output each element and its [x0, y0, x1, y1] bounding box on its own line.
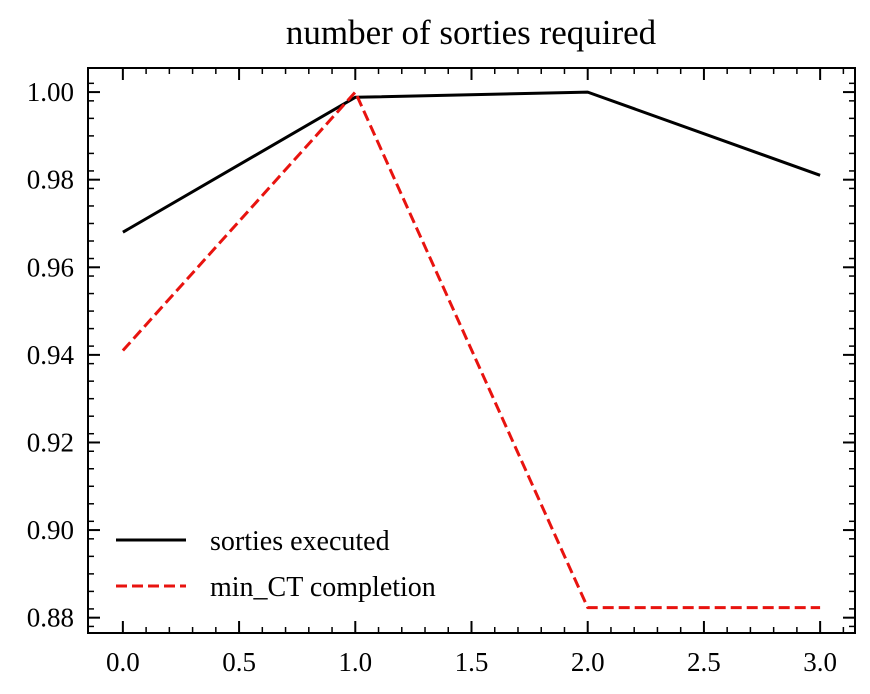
y-tick-label: 0.90 — [27, 515, 74, 545]
legend-label-sorties-executed: sorties executed — [210, 526, 390, 557]
legend-label-min-ct-completion: min_CT completion — [210, 572, 436, 603]
series-line-min-ct-completion — [121, 90, 821, 610]
y-tick-label: 0.98 — [27, 165, 74, 195]
chart-title: number of sorties required — [286, 13, 657, 52]
x-tick-label: 0.0 — [106, 647, 140, 677]
plot-area: 0.0 0.5 1.0 1.5 2.0 2.5 3.0 0.88 0.90 0.92 0.94 0.9… — [27, 67, 856, 677]
x-tick-label: 0.5 — [222, 647, 256, 677]
y-tick-label: 0.92 — [27, 427, 74, 457]
x-tick-label: 1.5 — [455, 647, 489, 677]
x-tick-label: 3.0 — [803, 647, 837, 677]
y-tick-label: 0.94 — [27, 340, 75, 370]
y-tick-label: 0.96 — [27, 252, 74, 282]
legend: sorties executed min_CT completion — [116, 526, 436, 603]
x-tick-label: 2.0 — [571, 647, 605, 677]
y-tick-label: 0.88 — [27, 603, 74, 633]
x-tick-label: 1.0 — [338, 647, 372, 677]
x-tick-label: 2.5 — [687, 647, 721, 677]
y-tick-label: 1.00 — [27, 77, 74, 107]
series-line-sorties-executed — [122, 90, 821, 234]
